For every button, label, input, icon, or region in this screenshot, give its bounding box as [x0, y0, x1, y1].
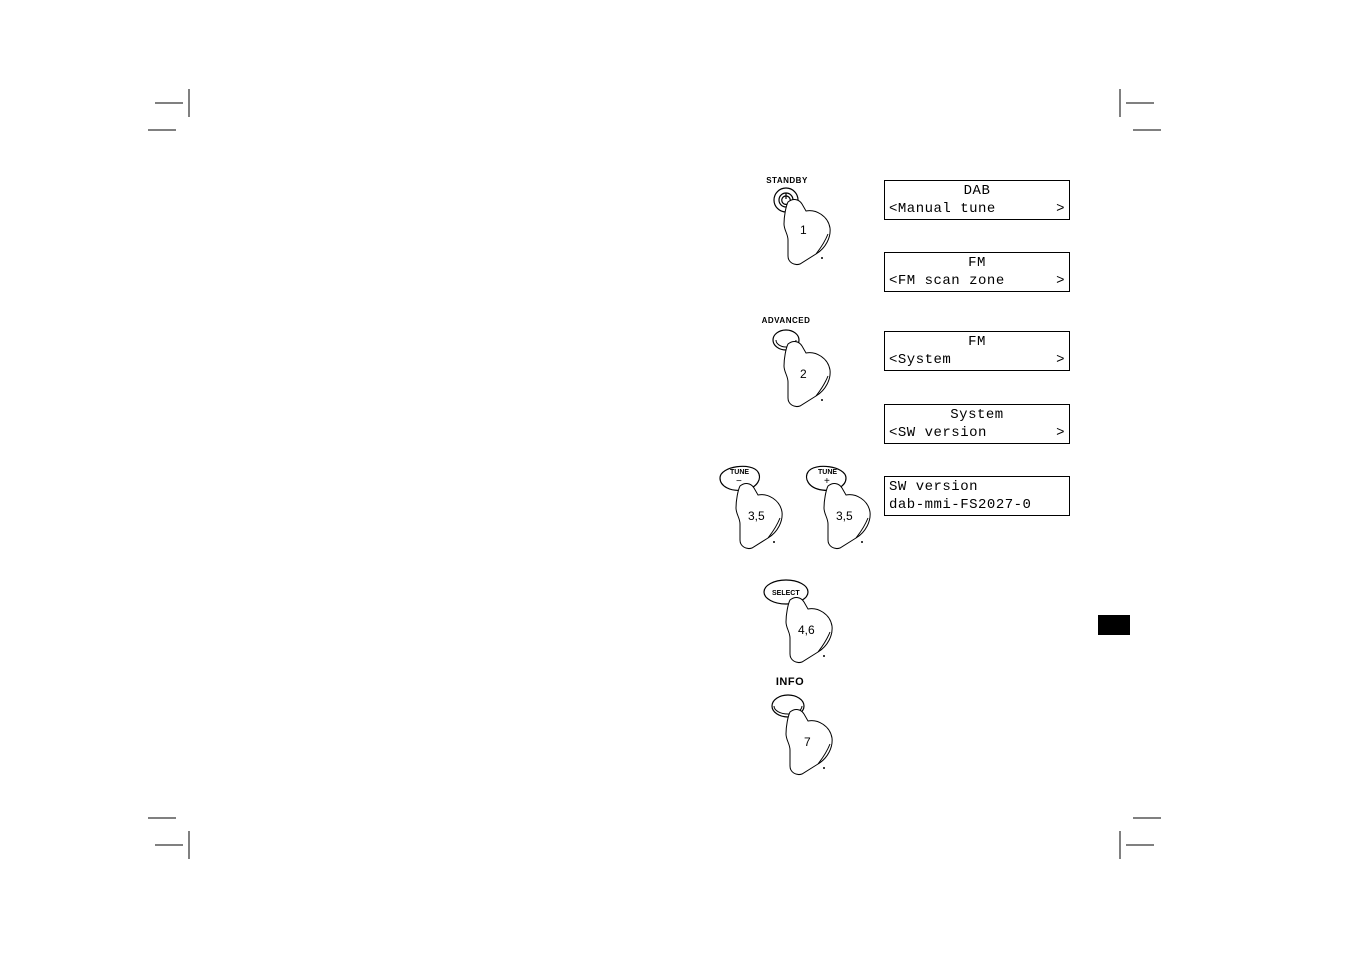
- tune-label: TUNE: [818, 469, 837, 476]
- step-number: 7: [804, 735, 811, 749]
- lcd-fm-scan: FM <FM scan zone >: [884, 252, 1070, 292]
- info-button-icon[interactable]: 7: [764, 692, 864, 792]
- lcd-line2: dab-mmi-FS2027-0: [889, 496, 1065, 514]
- lcd-dab: DAB <Manual tune >: [884, 180, 1070, 220]
- lcd-system: System <SW version >: [884, 404, 1070, 444]
- hand-icon: [784, 200, 830, 265]
- advanced-label: ADVANCED: [758, 316, 814, 325]
- lcd-sw-version: SW version dab-mmi-FS2027-0: [884, 476, 1070, 516]
- tune-label: TUNE: [730, 469, 749, 476]
- tune-plus-button-group: TUNE + 3,5: [800, 456, 900, 561]
- page-edge-black-block: [1098, 615, 1130, 635]
- tune-minus-icon[interactable]: TUNE − 3,5: [710, 456, 810, 556]
- advanced-button-icon[interactable]: 2: [764, 326, 860, 422]
- step-number: 2: [800, 367, 807, 381]
- step-number: 1: [800, 223, 807, 237]
- standby-power-icon[interactable]: 1: [766, 184, 856, 274]
- info-button-group: 7: [764, 692, 864, 797]
- lcd-line1: System: [889, 406, 1065, 424]
- advanced-button-group: 2: [764, 326, 860, 427]
- info-label: INFO: [770, 676, 810, 688]
- lcd-line2: <SW version >: [889, 424, 1065, 442]
- lcd-line1: DAB: [889, 182, 1065, 200]
- select-button-icon[interactable]: SELECT 4,6: [758, 576, 868, 676]
- lcd-line2: <FM scan zone >: [889, 272, 1065, 290]
- select-label: SELECT: [772, 590, 800, 597]
- standby-button-group: 1: [766, 184, 856, 279]
- lcd-line1: FM: [889, 254, 1065, 272]
- step-number: 4,6: [798, 623, 815, 637]
- select-button-group: SELECT 4,6: [758, 576, 868, 681]
- lcd-fm-system: FM <System >: [884, 331, 1070, 371]
- lcd-line1: SW version: [889, 478, 1065, 496]
- tune-plus-icon[interactable]: TUNE + 3,5: [800, 456, 900, 556]
- crop-mark-top-left: [0, 0, 1351, 954]
- lcd-line2: <System >: [889, 351, 1065, 369]
- step-number: 3,5: [836, 509, 853, 523]
- hand-icon: [784, 342, 830, 407]
- step-number: 3,5: [748, 509, 765, 523]
- lcd-line2: <Manual tune >: [889, 200, 1065, 218]
- tune-minus-button-group: TUNE − 3,5: [710, 456, 810, 561]
- lcd-line1: FM: [889, 333, 1065, 351]
